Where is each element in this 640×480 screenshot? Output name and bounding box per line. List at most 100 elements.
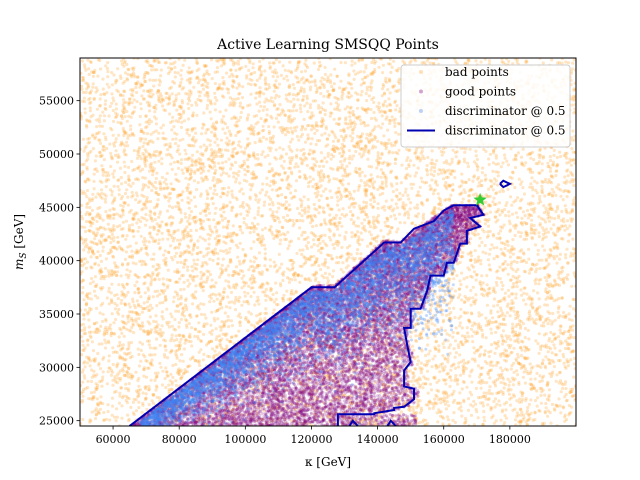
bad-point bbox=[198, 94, 201, 97]
bad-point bbox=[540, 402, 543, 405]
bad-point bbox=[263, 69, 266, 72]
bad-point bbox=[210, 131, 213, 134]
bad-point bbox=[572, 259, 575, 262]
bad-point bbox=[471, 335, 474, 338]
bad-point bbox=[540, 259, 543, 262]
bad-point bbox=[274, 68, 277, 71]
bad-point bbox=[524, 303, 527, 306]
bad-point bbox=[188, 217, 191, 220]
bad-point bbox=[151, 173, 154, 176]
bad-point bbox=[184, 149, 187, 152]
bad-point bbox=[473, 270, 476, 273]
bad-point bbox=[234, 134, 237, 137]
bad-point bbox=[320, 184, 323, 187]
bad-point bbox=[544, 276, 547, 279]
bad-point bbox=[499, 366, 502, 369]
bad-point bbox=[271, 210, 274, 213]
bad-point bbox=[239, 324, 242, 327]
bad-point bbox=[211, 347, 214, 350]
bad-point bbox=[210, 148, 213, 151]
bad-point bbox=[284, 69, 287, 72]
bad-point bbox=[221, 219, 224, 222]
bad-point bbox=[100, 188, 103, 191]
bad-point bbox=[421, 61, 424, 64]
bad-point bbox=[293, 117, 296, 120]
bad-point bbox=[438, 196, 441, 199]
bad-point bbox=[312, 178, 315, 181]
bad-point bbox=[475, 278, 478, 281]
bad-point bbox=[112, 176, 115, 179]
bad-point bbox=[520, 354, 523, 357]
bad-point bbox=[238, 182, 241, 185]
bad-point bbox=[155, 117, 158, 120]
bad-point bbox=[180, 121, 183, 124]
bad-point bbox=[549, 159, 552, 162]
bad-point bbox=[213, 141, 216, 144]
bad-point bbox=[383, 205, 386, 208]
bad-point bbox=[395, 188, 398, 191]
bad-point bbox=[431, 357, 434, 360]
bad-point bbox=[208, 212, 211, 215]
bad-point bbox=[282, 64, 285, 67]
bad-point bbox=[264, 79, 267, 82]
bad-point bbox=[503, 359, 506, 362]
bad-point bbox=[161, 238, 164, 241]
bad-point bbox=[538, 297, 541, 300]
bad-point bbox=[204, 94, 207, 97]
bad-point bbox=[382, 235, 385, 238]
bad-point bbox=[234, 296, 237, 299]
bad-point bbox=[464, 417, 467, 420]
bad-point bbox=[97, 362, 100, 365]
bad-point bbox=[128, 382, 131, 385]
bad-point bbox=[352, 154, 355, 157]
bad-point bbox=[427, 352, 430, 355]
bad-point bbox=[135, 409, 138, 412]
bad-point bbox=[263, 105, 266, 108]
bad-point bbox=[219, 249, 222, 252]
bad-point bbox=[294, 189, 297, 192]
bad-point bbox=[318, 61, 321, 64]
bad-point bbox=[573, 58, 576, 61]
bad-point bbox=[181, 199, 184, 202]
bad-point bbox=[92, 147, 95, 150]
bad-point bbox=[202, 333, 205, 336]
bad-point bbox=[214, 212, 217, 215]
bad-point bbox=[273, 103, 276, 106]
bad-point bbox=[529, 182, 532, 185]
bad-point bbox=[484, 222, 487, 225]
bad-point bbox=[150, 189, 153, 192]
bad-point bbox=[100, 164, 103, 167]
bad-point bbox=[507, 289, 510, 292]
bad-point bbox=[110, 102, 113, 105]
bad-point bbox=[496, 183, 499, 186]
bad-point bbox=[109, 323, 112, 326]
bad-point bbox=[350, 64, 353, 67]
bad-point bbox=[562, 406, 565, 409]
bad-point bbox=[148, 403, 151, 406]
bad-point bbox=[352, 222, 355, 225]
bad-point bbox=[239, 105, 242, 108]
bad-point bbox=[363, 70, 366, 73]
bad-point bbox=[123, 295, 126, 298]
bad-point bbox=[454, 289, 457, 292]
bad-point bbox=[180, 126, 183, 129]
bad-point bbox=[491, 316, 494, 319]
bad-point bbox=[188, 322, 191, 325]
bad-point bbox=[208, 243, 211, 246]
bad-point bbox=[193, 179, 196, 182]
bad-point bbox=[313, 62, 316, 65]
bad-point bbox=[414, 174, 417, 177]
bad-point bbox=[229, 132, 232, 135]
bad-point bbox=[532, 158, 535, 161]
bad-point bbox=[508, 384, 511, 387]
bad-point bbox=[299, 104, 302, 107]
bad-point bbox=[230, 291, 233, 294]
bad-point bbox=[261, 150, 264, 153]
bad-point bbox=[570, 285, 573, 288]
bad-point bbox=[124, 383, 127, 386]
bad-point bbox=[123, 161, 126, 164]
bad-point bbox=[533, 224, 536, 227]
bad-point bbox=[460, 173, 463, 176]
bad-point bbox=[138, 226, 141, 229]
bad-point bbox=[194, 163, 197, 166]
